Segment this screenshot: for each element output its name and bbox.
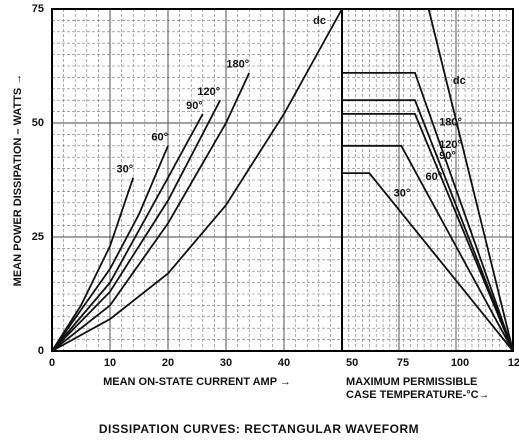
x-tick-label: 40 xyxy=(278,357,290,369)
curve xyxy=(427,8,514,352)
curve xyxy=(51,99,221,352)
curve xyxy=(342,172,514,352)
x-tick-label: 10 xyxy=(104,357,116,369)
curve xyxy=(342,71,514,352)
x-axis-label: CASE TEMPERATURE-°C→ xyxy=(346,389,490,401)
x-axis-label: MAXIMUM PERMISSIBLE xyxy=(346,376,477,388)
series-label: 30° xyxy=(394,188,411,200)
series-label: dc xyxy=(313,15,326,27)
y-axis-label: MEAN POWER DISSIPATION – WATTS → xyxy=(12,74,24,287)
panel-frame xyxy=(341,8,514,352)
x-tick-label: 125 xyxy=(508,357,519,369)
curve xyxy=(51,177,135,352)
x-axis-label: MEAN ON-STATE CURRENT AMP → xyxy=(103,376,291,388)
y-tick-label: 25 xyxy=(32,231,44,243)
chart-title: DISSIPATION CURVES: RECTANGULAR WAVEFORM xyxy=(99,422,419,436)
x-tick-label: 50 xyxy=(346,357,358,369)
series-label: 60° xyxy=(151,132,168,144)
curve xyxy=(51,72,251,352)
x-tick-label: 30 xyxy=(220,357,232,369)
series-label: 30° xyxy=(117,164,134,176)
y-tick-label: 50 xyxy=(32,117,44,129)
series-label: 60° xyxy=(426,171,443,183)
x-tick-label: 0 xyxy=(49,357,55,369)
curve xyxy=(51,8,343,352)
curve xyxy=(51,113,204,352)
y-tick-label: 75 xyxy=(32,3,44,15)
x-tick-label: 75 xyxy=(397,357,409,369)
curve xyxy=(342,112,514,352)
series-label: 90° xyxy=(439,150,456,162)
curve xyxy=(342,99,514,352)
x-tick-label: 20 xyxy=(162,357,174,369)
series-label: 90° xyxy=(186,100,203,112)
series-label: 180° xyxy=(226,59,249,71)
curve xyxy=(342,144,514,352)
x-tick-label: 100 xyxy=(451,357,469,369)
series-label: dc xyxy=(453,75,466,87)
series-label: 120° xyxy=(439,139,462,151)
series-label: 120° xyxy=(197,86,220,98)
y-tick-label: 0 xyxy=(38,345,44,357)
curve xyxy=(51,145,169,352)
